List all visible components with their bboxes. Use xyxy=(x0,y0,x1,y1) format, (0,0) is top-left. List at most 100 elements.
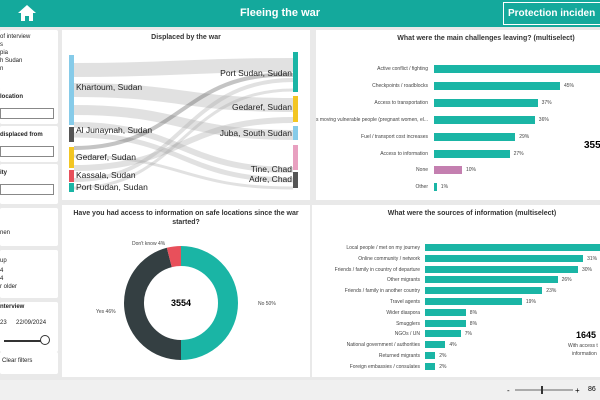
filter-box xyxy=(0,352,58,374)
value-label: 1% xyxy=(440,184,449,191)
value-label: 31% xyxy=(587,255,598,262)
sankey xyxy=(69,52,298,192)
value-label: 2% xyxy=(439,363,447,370)
bar xyxy=(425,265,578,273)
donut: No 50% Yes 46% Don't know 4% 3554 xyxy=(96,241,276,360)
bar xyxy=(425,254,584,262)
bar xyxy=(434,183,437,192)
value-label: 30% xyxy=(582,266,593,273)
value-label: 8% xyxy=(469,309,478,316)
sankey-labels: Khartoum, Sudan Al Junaynah, Sudan Gedaref… xyxy=(62,30,310,200)
access-title: Have you had access to information on sa… xyxy=(73,210,299,226)
donut-slice xyxy=(166,246,182,268)
category-label: Foreign embassies / consulates xyxy=(349,363,420,370)
sidebar-text: pia xyxy=(0,50,9,56)
tab[interactable]: Protection inciden xyxy=(503,2,600,25)
sankey-source-label: Khartoum, Sudan xyxy=(76,82,143,92)
sources-card-label: information xyxy=(572,351,597,357)
value-label: 37% xyxy=(541,99,552,106)
sidebar-text: s xyxy=(0,42,3,48)
sidebar-text: 22/09/2024 xyxy=(16,320,47,326)
dropdown[interactable] xyxy=(0,146,54,157)
bar xyxy=(434,115,535,124)
header-title: Fleeing the war xyxy=(239,7,321,19)
sources-card-value: 1645 xyxy=(576,330,597,340)
sankey-target-label: Tine, Chad xyxy=(250,164,292,174)
category-label: Wider diaspora xyxy=(386,309,420,316)
sidebar-text: r older xyxy=(0,284,18,290)
category-label: National government / authorities xyxy=(346,342,420,349)
sidebar-text: 23 xyxy=(0,320,7,326)
bar xyxy=(434,65,600,73)
sources-title: What were the sources of information (mu… xyxy=(387,210,557,217)
category-label: Active conflict / fighting xyxy=(377,66,428,72)
zoom-slider[interactable]: - + xyxy=(505,384,585,396)
donut-total: 3554 xyxy=(171,298,191,308)
sources-panel: What were the sources of information (mu… xyxy=(312,205,600,377)
category-label: Friends / family in country of departure xyxy=(334,266,420,273)
value-label: 26% xyxy=(561,277,572,284)
category-label: Fuel / transport cost increases xyxy=(361,133,428,140)
tab-label: Protection inciden xyxy=(508,8,596,19)
slider-handle[interactable] xyxy=(40,335,50,345)
challenges-panel: What were the main challenges leaving? (… xyxy=(316,30,600,200)
bar xyxy=(425,330,461,338)
sources-bars: Local people / met on my journey Online c… xyxy=(312,205,600,377)
category-label: Other migrants xyxy=(386,277,420,284)
bar xyxy=(425,298,522,305)
sidebar-text: up xyxy=(0,258,7,264)
sidebar-text: 4 xyxy=(0,268,4,274)
svg-text:-: - xyxy=(507,386,510,395)
category-label: Difficulties moving vulnerable people (p… xyxy=(316,116,428,123)
access-panel: Have you had access to information on sa… xyxy=(62,205,310,377)
bar xyxy=(434,81,560,90)
header: Fleeing the war Protection inciden xyxy=(0,0,600,27)
sankey-panel: Displaced by the war Khartoum, Sudan Al J… xyxy=(62,30,310,200)
sankey-title: Displaced by the war xyxy=(151,34,221,41)
sankey-target-label: Gedaref, Sudan xyxy=(231,102,292,112)
challenges-title: What were the main challenges leaving? (… xyxy=(397,35,575,42)
category-label: Access to information xyxy=(380,150,428,157)
sankey-source-label: Port Sudan, Sudan xyxy=(76,182,148,192)
value-label: 19% xyxy=(525,299,536,305)
date-slider xyxy=(4,340,46,342)
sources-card-label: With access t xyxy=(568,343,598,349)
bar xyxy=(434,98,538,107)
value-label: 23% xyxy=(546,288,557,295)
filter-box xyxy=(0,250,58,298)
bar xyxy=(425,308,466,316)
category-label: None xyxy=(416,167,428,174)
donut-label: No 50% xyxy=(258,301,276,307)
challenges-card: 355 xyxy=(584,140,600,151)
value-label: 27% xyxy=(513,150,524,157)
bar xyxy=(425,352,436,359)
value-label: 36% xyxy=(538,116,549,123)
category-label: NGOs / UN xyxy=(394,331,420,338)
filter-box xyxy=(0,30,58,90)
sankey-source-label: Kassala, Sudan xyxy=(76,170,136,180)
bar xyxy=(425,287,543,295)
category-label: Online community / network xyxy=(358,255,420,262)
sidebar-text: displaced from xyxy=(0,132,43,138)
sankey-target-label: Juba, South Sudan xyxy=(219,128,292,138)
category-label: Travel agents xyxy=(389,299,420,305)
sidebar: of interview s pia h Sudan n location displace… xyxy=(0,30,60,378)
category-label: Other xyxy=(415,184,428,191)
challenges-bars: Active conflict / fighting Checkpoints / … xyxy=(316,30,600,200)
donut-label: Don't know 4% xyxy=(132,241,166,247)
value-label: 29% xyxy=(519,133,530,140)
value-label: 2% xyxy=(439,353,447,359)
bar xyxy=(425,244,600,251)
sidebar-text: ity xyxy=(0,170,8,176)
home-icon[interactable] xyxy=(16,3,38,23)
category-label: Returned migrants xyxy=(378,353,420,359)
dropdown[interactable] xyxy=(0,184,54,195)
zoom-level: 86 xyxy=(588,386,596,393)
sidebar-text: Clear filters xyxy=(2,358,33,364)
dropdown[interactable] xyxy=(0,108,54,119)
sidebar-text: 4 xyxy=(0,276,4,282)
sidebar-text: n xyxy=(0,66,4,72)
category-label: Access to transportation xyxy=(374,99,428,106)
category-label: Smugglers xyxy=(396,320,420,327)
value-label: 8% xyxy=(469,320,478,327)
